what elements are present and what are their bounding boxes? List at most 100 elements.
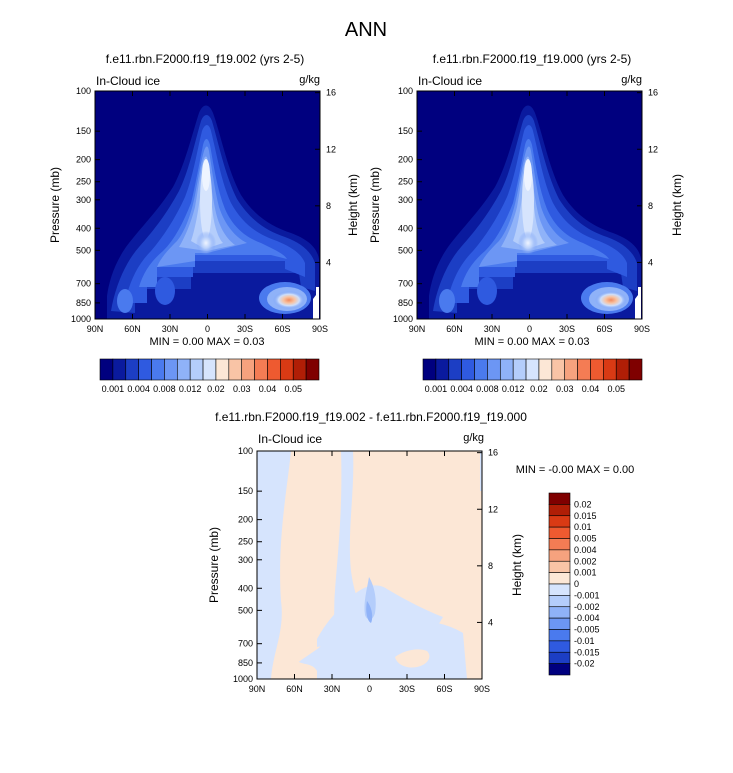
panel-1-y2label: Height (km) bbox=[346, 174, 360, 236]
colorbar-swatch bbox=[448, 358, 462, 381]
panel-3-units-label: g/kg bbox=[463, 432, 484, 444]
colorbar-label: 0.04 bbox=[259, 384, 277, 394]
panel-3-title: f.e11.rbn.F2000.f19_f19.002 - f.e11.rbn.… bbox=[215, 410, 527, 424]
colorbar-label: 0.05 bbox=[284, 384, 302, 394]
y-tick-label: 400 bbox=[76, 223, 91, 233]
colorbar-swatch bbox=[499, 358, 514, 381]
colorbar-swatch bbox=[548, 595, 571, 608]
colorbar-label: -0.015 bbox=[574, 647, 600, 657]
colorbar-swatch bbox=[254, 358, 268, 381]
y2-tick-label: 8 bbox=[488, 561, 493, 571]
y-tick-label: 700 bbox=[238, 639, 253, 649]
y-tick-label: 500 bbox=[76, 245, 91, 255]
colorbar-label: 0.04 bbox=[582, 384, 600, 394]
y2-tick-label: 4 bbox=[488, 617, 493, 627]
y-tick-label: 300 bbox=[76, 195, 91, 205]
panel-2-ylabel: Pressure (mb) bbox=[368, 167, 382, 243]
colorbar-label: 0.03 bbox=[233, 384, 251, 394]
y-tick-label: 150 bbox=[398, 126, 413, 136]
colorbar-label: 0 bbox=[574, 579, 579, 589]
colorbar-swatch bbox=[548, 651, 571, 664]
colorbar-swatch bbox=[548, 617, 571, 630]
colorbar-swatch bbox=[512, 358, 527, 381]
colorbar-swatch bbox=[435, 358, 450, 381]
panel-1-title: f.e11.rbn.F2000.f19_f19.002 (yrs 2-5) bbox=[106, 52, 305, 66]
colorbar-label: 0.005 bbox=[574, 534, 597, 544]
y-tick-label: 250 bbox=[238, 537, 253, 547]
colorbar-swatch bbox=[548, 663, 571, 676]
y-tick-label: 200 bbox=[238, 515, 253, 525]
colorbar-swatch bbox=[548, 526, 571, 539]
colorbar-swatch bbox=[99, 358, 114, 381]
colorbar-swatch bbox=[461, 358, 475, 381]
colorbar-label: -0.001 bbox=[574, 590, 600, 600]
colorbar-swatch bbox=[603, 358, 617, 381]
y-tick-label: 100 bbox=[238, 446, 253, 456]
colorbar-swatch bbox=[548, 504, 571, 517]
panel-2-variable-label: In-Cloud ice bbox=[418, 74, 482, 88]
panel-2-y2label: Height (km) bbox=[670, 174, 684, 236]
colorbar-swatch bbox=[548, 492, 571, 505]
colorbar-label: 0.015 bbox=[574, 511, 597, 521]
colorbar-swatch bbox=[487, 358, 501, 381]
colorbar-label: -0.01 bbox=[574, 636, 595, 646]
colorbar-swatch bbox=[164, 358, 178, 381]
panel-1-colorbar: 0.001 0.004 0.008 0.012 0.02 0.03 0.04 0.05 bbox=[99, 358, 320, 394]
colorbar-swatch bbox=[189, 358, 204, 381]
x-tick-label: 60N bbox=[446, 324, 463, 334]
panel-1-axes: 90N 60N 30N 0 30S 60S 90S 100 150 200 250 300 400 500… bbox=[71, 86, 336, 334]
panel-2-stats: MIN = 0.00 MAX = 0.03 bbox=[475, 336, 590, 348]
y2-tick-label: 16 bbox=[488, 448, 498, 458]
colorbar-swatch bbox=[267, 358, 281, 381]
y2-tick-label: 12 bbox=[488, 504, 498, 514]
y-tick-label: 850 bbox=[76, 298, 91, 308]
x-tick-label: 90S bbox=[312, 324, 328, 334]
colorbar-swatch bbox=[548, 583, 571, 596]
colorbar-label: 0.02 bbox=[574, 499, 592, 509]
y-tick-label: 700 bbox=[398, 279, 413, 289]
panel-3-stats: MIN = -0.00 MAX = 0.00 bbox=[516, 464, 635, 476]
x-tick-label: 30N bbox=[162, 324, 179, 334]
x-tick-label: 90N bbox=[87, 324, 104, 334]
colorbar-label: 0.03 bbox=[556, 384, 574, 394]
y-tick-label: 200 bbox=[398, 155, 413, 165]
y-tick-label: 400 bbox=[238, 583, 253, 593]
colorbar-label: 0.001 bbox=[102, 384, 125, 394]
colorbar-label: 0.001 bbox=[425, 384, 448, 394]
y2-tick-label: 12 bbox=[648, 144, 658, 154]
colorbar-swatch bbox=[125, 358, 139, 381]
colorbar-label: 0.001 bbox=[574, 568, 597, 578]
panel-2-contour-field bbox=[417, 91, 642, 319]
colorbar-label: 0.012 bbox=[502, 384, 525, 394]
panel-2-axes: 90N 60N 30N 0 30S 60S 90S 100 150 200 250 300 400 500… bbox=[393, 86, 658, 334]
colorbar-swatch bbox=[548, 606, 571, 619]
panel-1-units-label: g/kg bbox=[299, 74, 320, 86]
colorbar-label: 0.004 bbox=[127, 384, 150, 394]
colorbar-swatch bbox=[548, 538, 571, 551]
y-tick-label: 700 bbox=[76, 279, 91, 289]
y-tick-label: 100 bbox=[398, 86, 413, 96]
x-tick-label: 30S bbox=[237, 324, 253, 334]
x-tick-label: 0 bbox=[527, 324, 532, 334]
colorbar-label: -0.004 bbox=[574, 613, 600, 623]
colorbar-swatch bbox=[151, 358, 165, 381]
colorbar-swatch bbox=[551, 358, 566, 381]
colorbar-label: 0.008 bbox=[153, 384, 176, 394]
colorbar-swatch bbox=[577, 358, 591, 381]
y2-tick-label: 12 bbox=[326, 144, 336, 154]
y-tick-label: 300 bbox=[398, 195, 413, 205]
colorbar-swatch bbox=[548, 560, 571, 573]
panel-2-title: f.e11.rbn.F2000.f19_f19.000 (yrs 2-5) bbox=[433, 52, 632, 66]
panel-3-axes: 90N 60N 30N 0 30S 60S 90S 100 150 200 250 300 400 500… bbox=[233, 446, 498, 694]
x-tick-label: 60S bbox=[436, 684, 452, 694]
colorbar-swatch bbox=[422, 358, 437, 381]
colorbar-swatch bbox=[202, 358, 217, 381]
y-tick-label: 250 bbox=[398, 177, 413, 187]
colorbar-swatch bbox=[138, 358, 152, 381]
panel-1-stats: MIN = 0.00 MAX = 0.03 bbox=[150, 336, 265, 348]
y-tick-label: 500 bbox=[398, 245, 413, 255]
x-tick-label: 60N bbox=[124, 324, 141, 334]
panel-2-colorbar: 0.001 0.004 0.008 0.012 0.02 0.03 0.04 0.05 bbox=[422, 358, 643, 394]
